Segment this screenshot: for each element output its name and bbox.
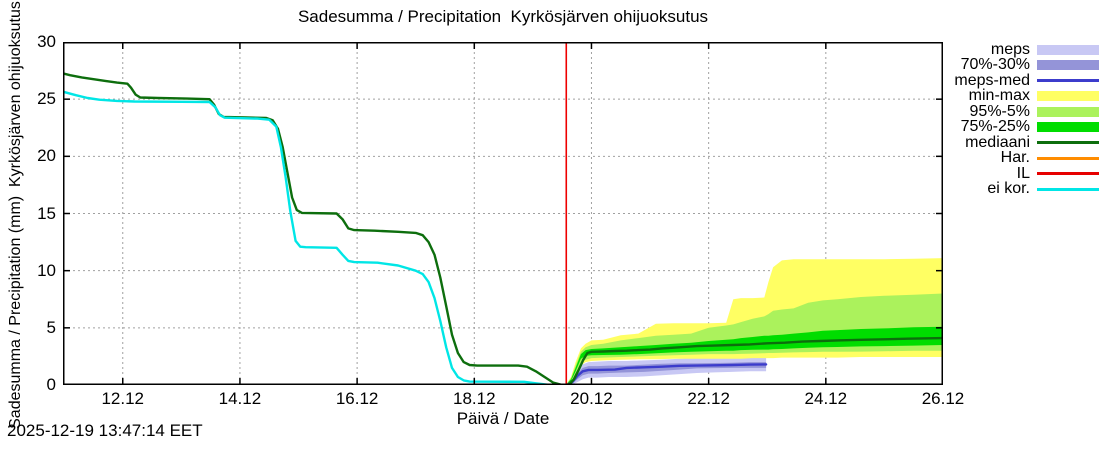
legend-label: mediaani [965, 133, 1030, 151]
y-tick-label: 20 [37, 146, 56, 166]
legend-label: meps-med [954, 71, 1030, 89]
chart-title: Sadesumma / Precipitation Kyrkösjärven o… [297, 7, 709, 26]
legend-label: 70%-30% [960, 56, 1030, 74]
y-tick-label: 10 [37, 260, 56, 280]
legend-row: min-max [938, 87, 1099, 105]
legend-label: Har. [1000, 149, 1030, 167]
legend-swatch-band [1037, 106, 1099, 117]
timestamp: 2025-12-19 13:47:14 EET [7, 421, 203, 440]
x-tick-label: 20.12 [570, 389, 613, 408]
x-tick-label: 24.12 [804, 389, 848, 408]
x-axis-label: Päivä / Date [456, 409, 550, 428]
legend-swatch-band [1037, 60, 1099, 71]
legend-swatch-band [1037, 44, 1099, 55]
legend-label: 75%-25% [960, 118, 1030, 136]
legend-swatch-line [1037, 172, 1099, 176]
legend-row: IL [938, 164, 1099, 182]
y-tick-label: 0 [46, 375, 56, 394]
y-tick-label: 25 [37, 89, 56, 109]
legend-row: meps-med [938, 71, 1099, 89]
legend-swatch-line [1037, 141, 1099, 145]
chart-canvas [61, 41, 945, 387]
legend-label: meps [990, 40, 1030, 58]
legend-label: IL [1016, 164, 1030, 182]
legend-label: 95%-5% [969, 102, 1030, 120]
legend-swatch-line [1037, 79, 1099, 83]
legend-label: ei kor. [987, 180, 1030, 198]
legend-row: Har. [938, 149, 1099, 167]
x-tick-label: 14.12 [218, 389, 262, 408]
legend-row: 95%-5% [938, 102, 1099, 120]
legend-swatch-line [1037, 187, 1099, 191]
band-70%-30% [568, 362, 767, 385]
x-tick-label: 18.12 [453, 389, 496, 408]
y-tick-label: 15 [37, 203, 56, 223]
x-tick-label: 12.12 [101, 389, 145, 408]
line-meps-med [566, 363, 768, 386]
legend-row: meps [938, 40, 1099, 58]
legend-row: ei kor. [938, 180, 1099, 198]
legend-swatch-band [1037, 91, 1099, 102]
legend-row: 70%-30% [938, 56, 1099, 74]
x-tick-label: 16.12 [335, 389, 379, 408]
y-tick-label: 30 [37, 32, 56, 51]
legend-row: 75%-25% [938, 118, 1099, 136]
legend-label: min-max [968, 87, 1030, 105]
y-tick-label: 5 [46, 317, 56, 337]
line-mediaani [61, 72, 945, 387]
line-ei-kor- [61, 90, 568, 387]
legend-swatch-band [1037, 122, 1099, 133]
legend: meps 70%-30% meps-med min-max 95%-5% 75%-25% m… [938, 40, 1099, 198]
plot-area [61, 41, 945, 387]
x-tick-label: 26.12 [921, 389, 965, 408]
x-tick-label: 22.12 [687, 389, 730, 408]
legend-row: mediaani [938, 133, 1099, 151]
legend-swatch-line [1037, 156, 1099, 160]
